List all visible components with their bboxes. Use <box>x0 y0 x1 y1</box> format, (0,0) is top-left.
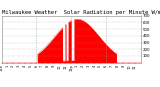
Text: Milwaukee Weather  Solar Radiation per Minute W/m² (Last 24 Hours): Milwaukee Weather Solar Radiation per Mi… <box>2 9 160 15</box>
